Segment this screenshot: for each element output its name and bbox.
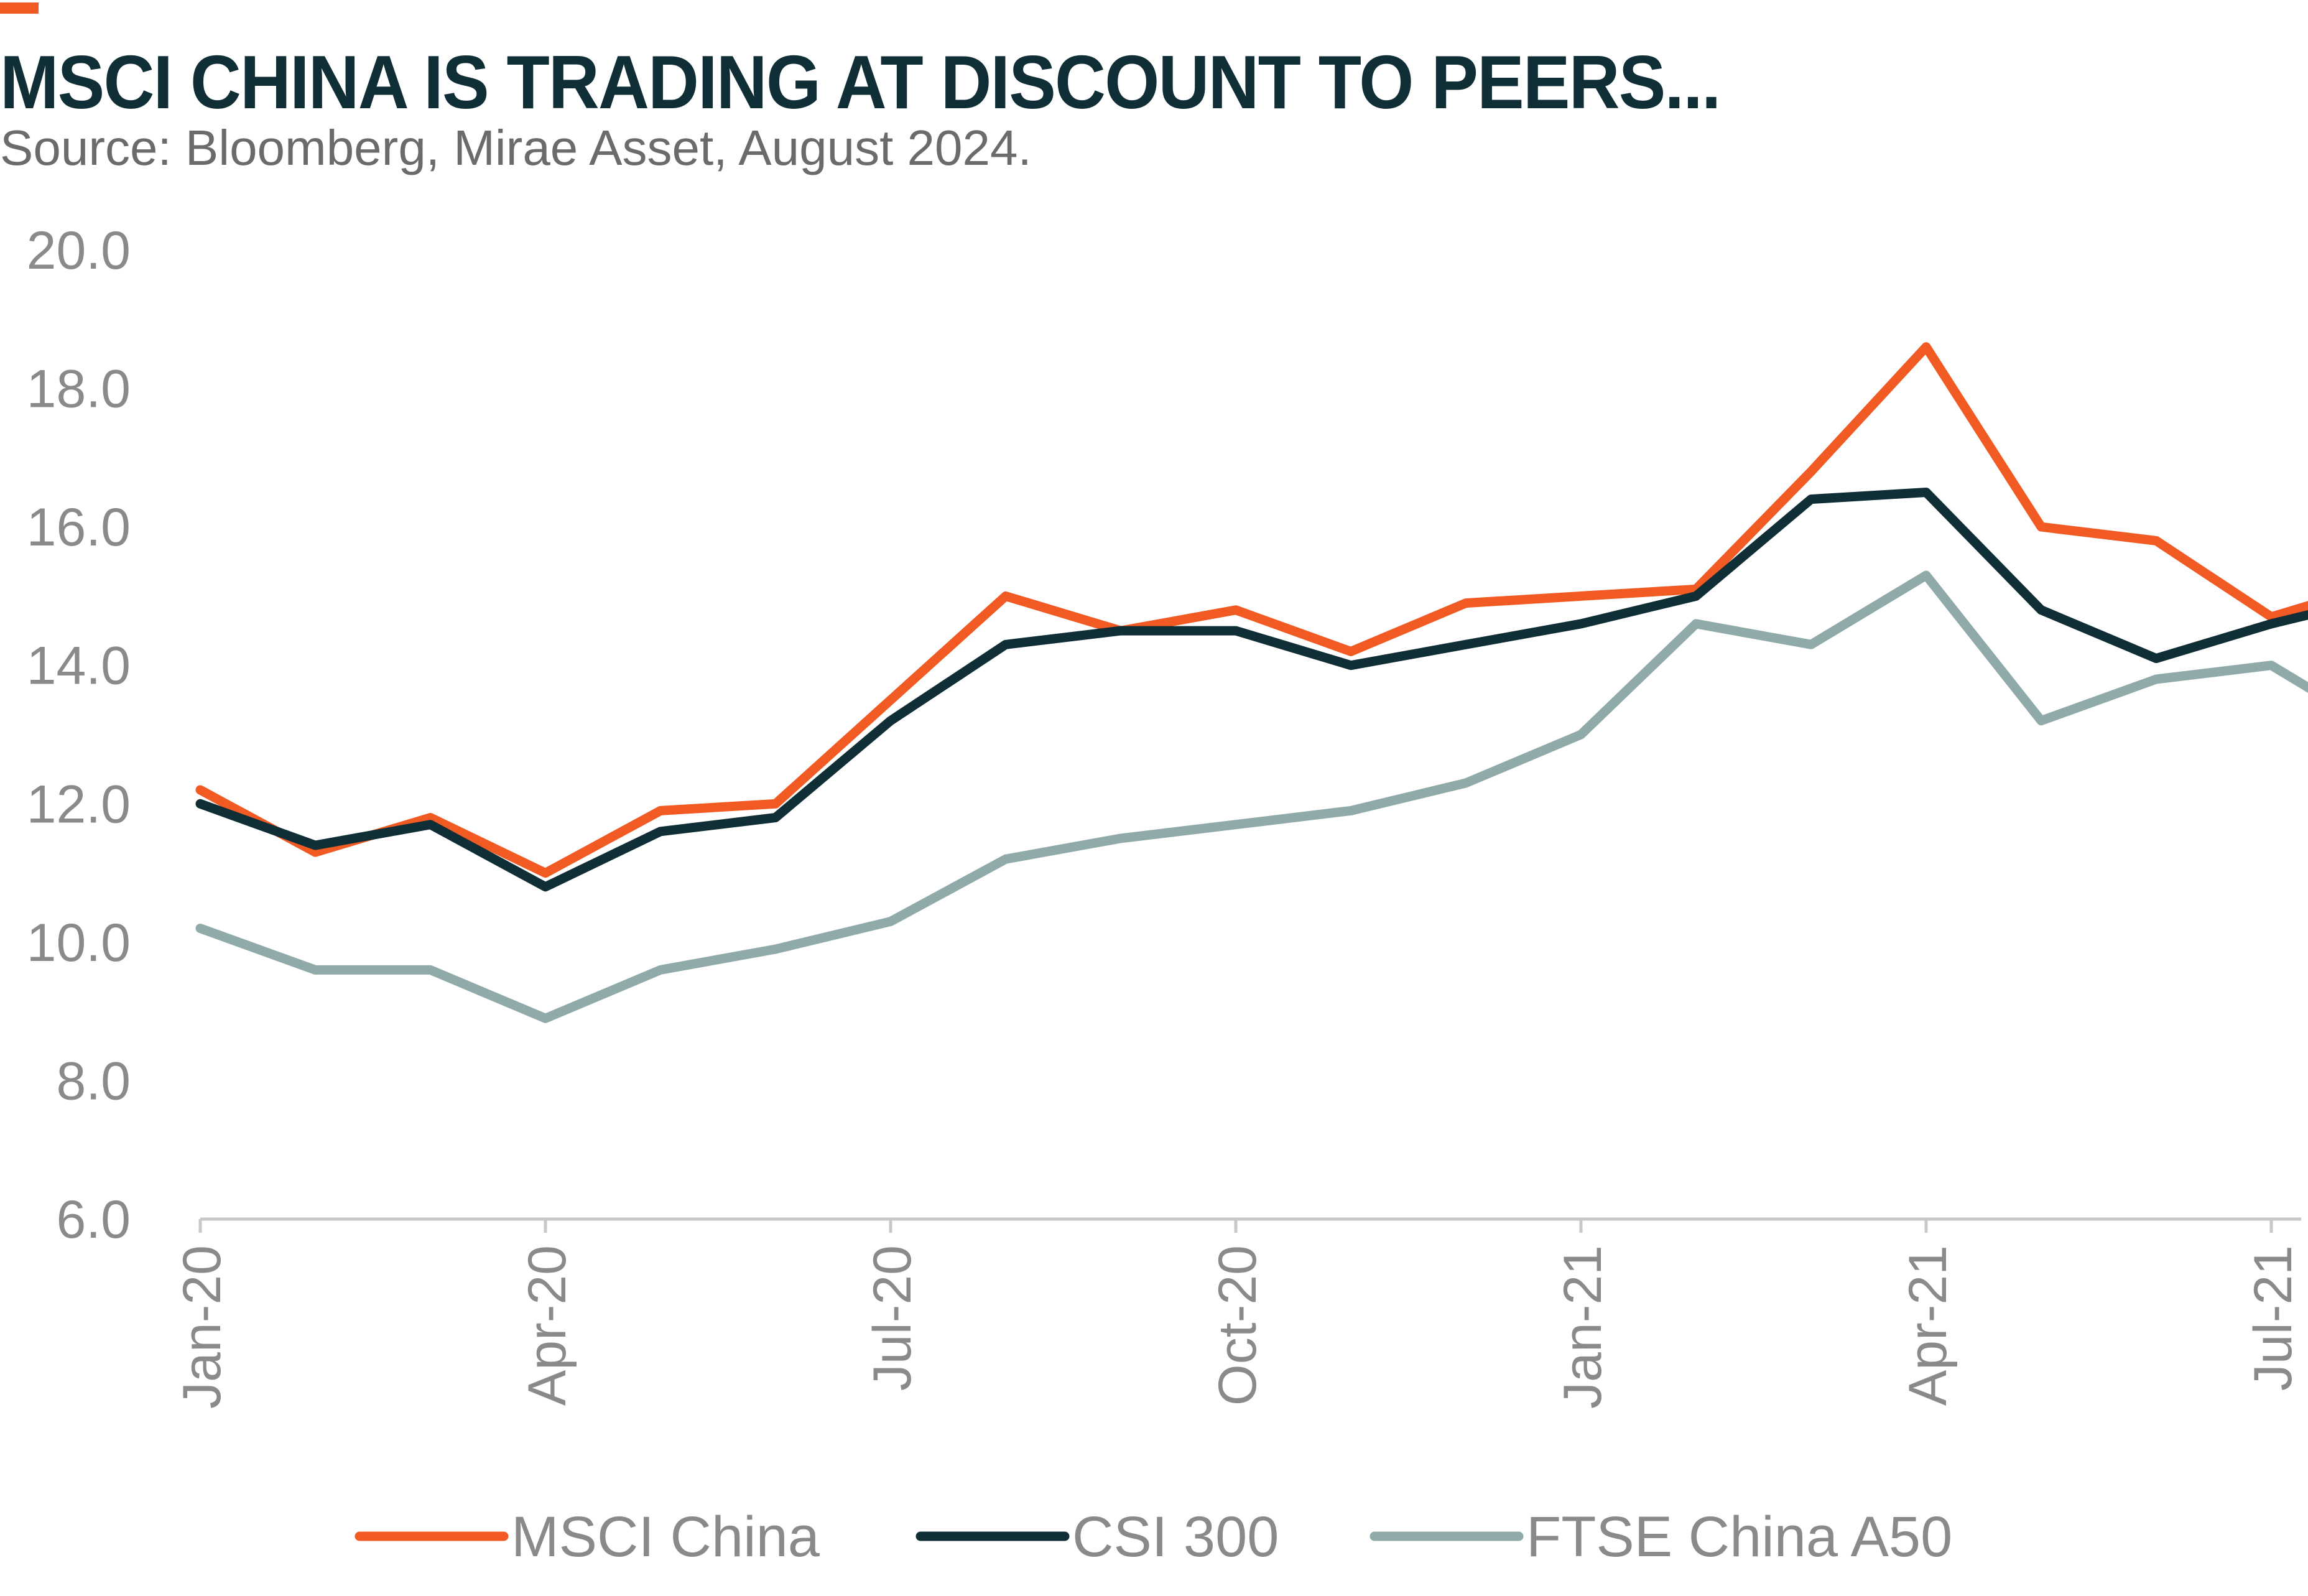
y-tick-label: 6.0 (56, 1190, 131, 1250)
y-tick-label: 16.0 (27, 498, 131, 557)
x-tick-label: Jul-21 (2243, 1245, 2303, 1391)
x-tick-label: Jan-20 (172, 1245, 232, 1409)
legend-label: FTSE China A50 (1526, 1505, 1952, 1569)
y-tick-label: 18.0 (27, 360, 131, 419)
chart-source-note: Source: Bloomberg, Mirae Asset, August 2… (0, 120, 1032, 175)
legend-label: CSI 300 (1072, 1505, 1279, 1569)
y-tick-label: 20.0 (27, 221, 131, 281)
y-tick-label: 10.0 (27, 913, 131, 973)
y-tick-label: 8.0 (56, 1051, 131, 1111)
x-tick-label: Apr-20 (517, 1245, 577, 1406)
y-tick-label: 14.0 (27, 636, 131, 696)
series-line-ftse-china-a50 (195, 570, 2308, 1023)
chart-series-layer (195, 342, 2308, 1023)
x-tick-label: Jul-20 (863, 1245, 922, 1391)
chart-legend: MSCI China CSI 300 FTSE China A50 (355, 1505, 1952, 1569)
title-accent-bar (0, 2, 39, 14)
series-line-csi-300 (195, 488, 2308, 892)
y-tick-label: 12.0 (27, 774, 131, 834)
x-tick-label: Apr-21 (1898, 1245, 1958, 1406)
legend-label: MSCI China (511, 1505, 820, 1569)
chart-title: MSCI CHINA IS TRADING AT DISCOUNT TO PEE… (0, 40, 1721, 124)
chart-axes: 6.0 8.0 10.0 12.0 14.0 16.0 18.0 20.0 Jan-20 Apr-… (27, 221, 2303, 1409)
x-tick-label: Oct-20 (1208, 1245, 1268, 1406)
x-tick-label: Jan-21 (1553, 1245, 1613, 1409)
series-line-msci-china (195, 342, 2308, 878)
